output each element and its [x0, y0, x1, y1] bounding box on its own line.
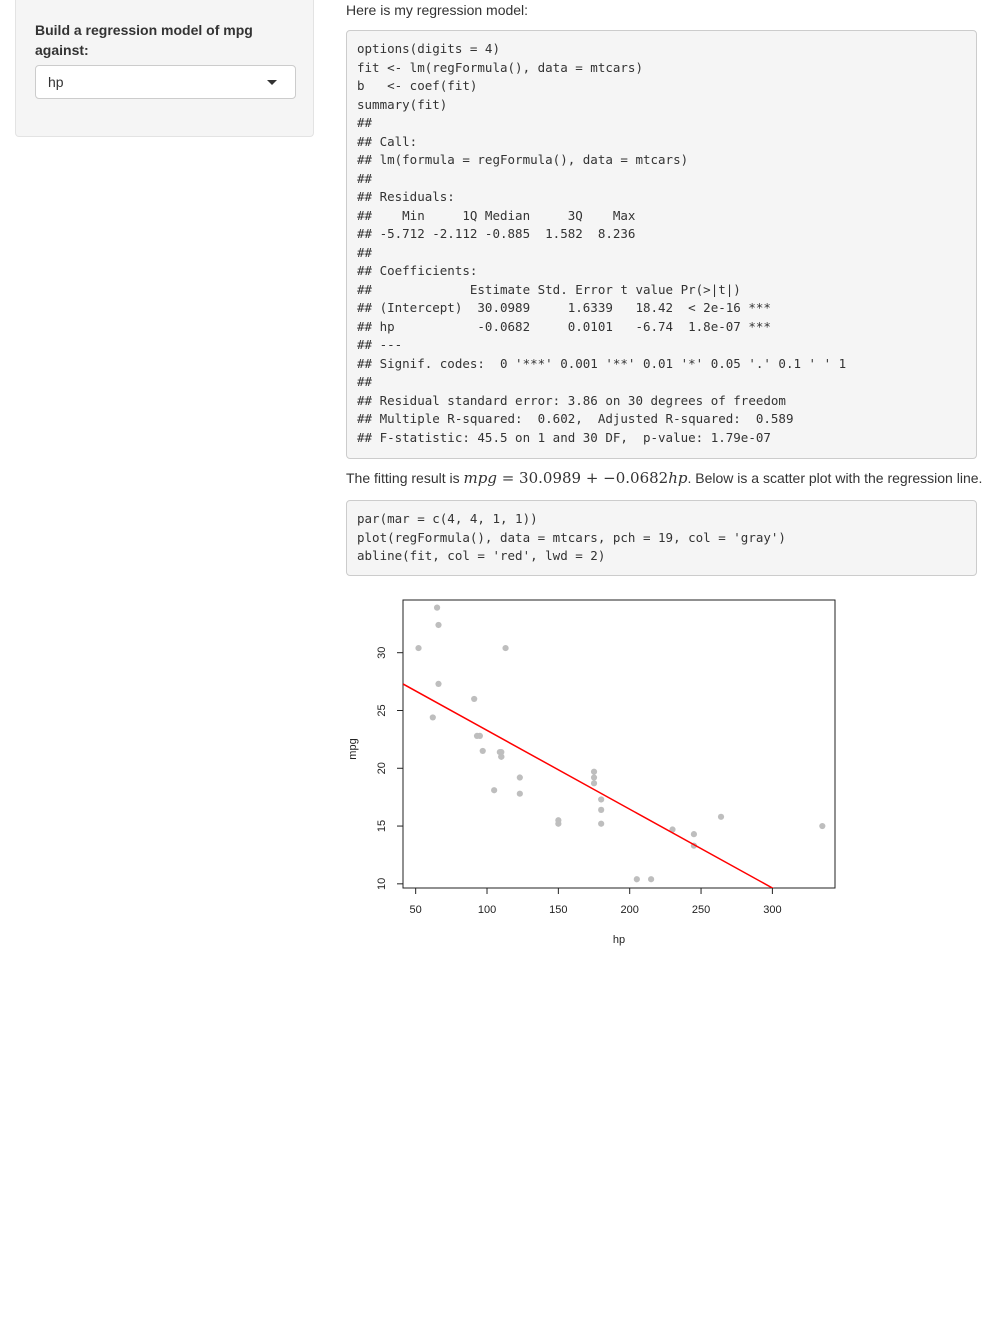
x-tick-label: 150	[549, 904, 567, 916]
data-point	[669, 826, 676, 833]
code-line: par(mar = c(4, 4, 1, 1))	[357, 511, 538, 526]
data-point	[590, 768, 598, 775]
code-line: ## Residuals:	[357, 189, 455, 204]
x-tick-label: 250	[692, 904, 710, 916]
data-point	[491, 787, 498, 794]
regression-code-block: options(digits = 4) fit <- lm(regFormula(…	[346, 30, 977, 459]
code-line: ## hp -0.0682 0.0101 -6.74 1.8e-07 ***	[357, 318, 771, 334]
y-axis-label: mpg	[347, 738, 359, 759]
code-line: b <- coef(fit)	[357, 78, 478, 93]
data-point	[471, 695, 478, 703]
equation-body: = 30.0989 + −0.0682	[496, 469, 669, 487]
code-line: ##	[357, 170, 373, 186]
code-line: ## Estimate Std. Error t value Pr(>|t|)	[357, 281, 741, 297]
code-line: ## Coefficients:	[357, 263, 478, 278]
data-point	[476, 732, 483, 740]
code-line: ## Multiple R-squared: 0.602, Adjusted R…	[357, 411, 794, 426]
intro-text: Here is my regression model:	[346, 2, 529, 18]
fit-result-suffix: . Below is a scatter plot with the regre…	[687, 470, 983, 486]
code-line: ## lm(formula = regFormula(), data = mtc…	[357, 152, 689, 167]
equation-x: hp	[668, 469, 688, 487]
code-line: ## Residual standard error: 3.86 on 30 d…	[357, 392, 786, 408]
data-point	[429, 714, 436, 721]
code-line: ## Min 1Q Median 3Q Max	[357, 207, 636, 223]
data-point	[598, 820, 605, 827]
fit-equation: mpg = 30.0989 + −0.0682hp	[464, 469, 688, 487]
code-line: ## -5.712 -2.112 -0.885 1.582 8.236	[357, 226, 636, 241]
code-line: summary(fit)	[357, 96, 448, 112]
code-line: fit <- lm(regFormula(), data = mtcars)	[357, 59, 643, 75]
predictor-select-label: Build a regression model of mpg against:	[35, 22, 253, 58]
data-point	[496, 748, 503, 756]
data-point	[633, 876, 640, 883]
data-point	[479, 747, 486, 755]
data-point	[690, 831, 698, 838]
code-line: ## F-statistic: 45.5 on 1 and 30 DF, p-v…	[357, 429, 771, 445]
fit-result-text: The fitting result is mpg = 30.0989 + −0…	[346, 468, 982, 488]
code-line: ## Call:	[357, 133, 418, 149]
code-line: ##	[357, 244, 373, 260]
code-line: options(digits = 4)	[357, 41, 500, 56]
data-point	[415, 644, 422, 652]
x-tick-label: 50	[410, 904, 422, 916]
data-point	[598, 806, 605, 813]
equation-y: mpg	[463, 469, 497, 487]
data-point	[555, 820, 562, 827]
data-point	[598, 796, 605, 803]
data-point	[502, 644, 509, 652]
data-point	[819, 822, 826, 830]
plot-code-block: par(mar = c(4, 4, 1, 1)) plot(regFormula(…	[346, 500, 977, 576]
regression-line	[403, 683, 774, 888]
y-tick-label: 20	[376, 762, 388, 774]
data-point	[435, 621, 442, 629]
data-point	[516, 790, 523, 797]
code-line: ##	[357, 115, 373, 130]
code-line: abline(fit, col = 'red', lwd = 2)	[357, 548, 606, 563]
y-tick-label: 25	[376, 704, 388, 716]
code-line: ## Signif. codes: 0 '***' 0.001 '**' 0.0…	[357, 355, 847, 371]
data-point	[590, 780, 598, 787]
fit-result-prefix: The fitting result is	[346, 470, 464, 486]
scatter-plot-svg: 50 100 150 200 250 300 10 15 20 25 30 hp mpg	[347, 599, 836, 946]
x-tick-label: 200	[621, 904, 639, 916]
code-line: ##	[357, 374, 373, 389]
data-point	[717, 813, 725, 820]
data-point	[516, 774, 523, 781]
code-line: ## ---	[357, 337, 403, 352]
y-tick-label: 15	[376, 820, 388, 832]
sidebar-panel: Build a regression model of mpg against:…	[15, 0, 314, 137]
x-tick-label: 300	[763, 904, 781, 916]
code-line: plot(regFormula(), data = mtcars, pch = …	[357, 529, 786, 545]
predictor-select-value: hp	[48, 74, 64, 90]
chevron-down-icon[interactable]	[267, 80, 277, 85]
data-point	[648, 876, 655, 883]
x-tick-label: 100	[478, 904, 496, 916]
scatter-plot: 50 100 150 200 250 300 10 15 20 25 30 hp mpg	[346, 590, 846, 950]
code-line: ## (Intercept) 30.0989 1.6339 18.42 < 2e…	[357, 300, 771, 315]
y-tick-label: 10	[376, 878, 388, 890]
predictor-select[interactable]: hp	[35, 65, 296, 99]
y-tick-label: 30	[376, 647, 388, 659]
data-point	[435, 680, 442, 688]
data-point	[590, 774, 598, 781]
data-point	[433, 604, 441, 611]
plot-frame	[402, 599, 836, 889]
x-axis-label: hp	[613, 934, 625, 946]
